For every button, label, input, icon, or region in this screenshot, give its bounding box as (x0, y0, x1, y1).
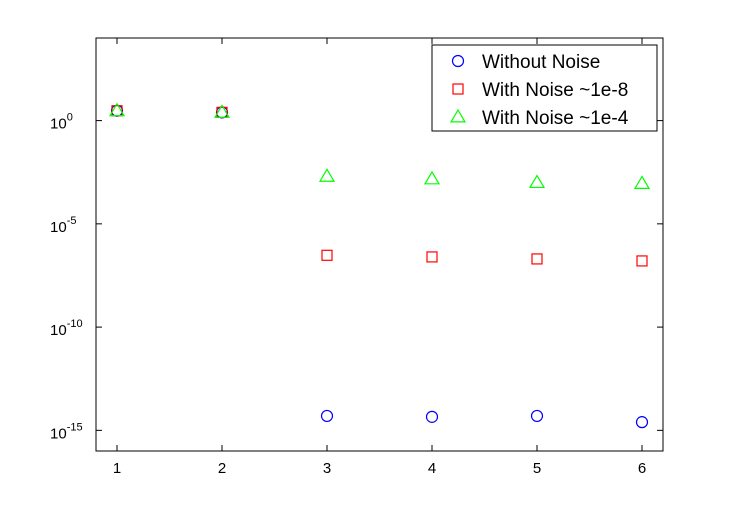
data-point (318, 168, 336, 182)
legend-label: With Noise ~1e-8 (482, 80, 628, 101)
data-point (528, 174, 546, 189)
data-point (530, 409, 544, 423)
y-tick-label: 10-10 (50, 318, 83, 339)
series-layer (108, 102, 651, 429)
legend-marker (451, 54, 465, 68)
data-point (635, 416, 649, 429)
data-point (426, 251, 438, 263)
data-point (423, 170, 441, 185)
x-tick-label: 3 (323, 460, 331, 477)
y-tick-label: 10-15 (50, 421, 83, 442)
x-tick-label: 1 (113, 460, 121, 477)
x-tick-label: 2 (218, 460, 226, 477)
data-point (636, 255, 648, 267)
x-tick-label: 5 (533, 460, 541, 477)
data-point (425, 410, 439, 423)
data-point (108, 102, 126, 117)
data-point (633, 175, 651, 189)
legend-label: Without Noise (482, 52, 600, 73)
y-tick-label: 10-5 (50, 215, 76, 236)
data-point (321, 249, 333, 261)
x-tick-label: 6 (638, 460, 646, 477)
y-tick-label: 100 (50, 112, 73, 133)
legend-marker (452, 83, 464, 95)
x-tick-label: 4 (428, 460, 436, 477)
legend-marker (449, 108, 467, 123)
x-axis: 1 2 3 4 5 6 (113, 38, 646, 477)
legend-box (431, 44, 658, 132)
legend-label: With Noise ~1e-4 (482, 108, 629, 129)
data-point (531, 253, 543, 265)
series-3 (108, 102, 651, 189)
data-point (213, 104, 231, 118)
data-point (320, 409, 334, 423)
legend: Without Noise With Noise ~1e-8 With Noise … (431, 44, 658, 132)
